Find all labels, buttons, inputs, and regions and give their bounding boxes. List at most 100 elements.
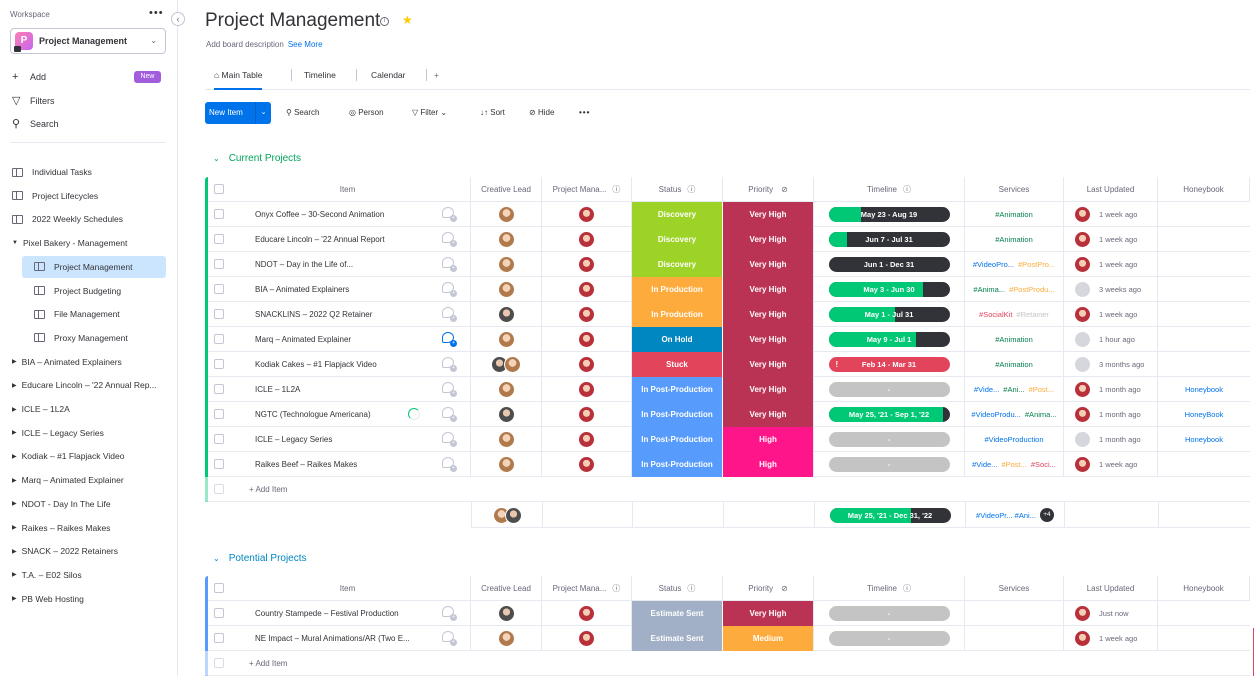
- creative-lead-cell[interactable]: [471, 252, 542, 277]
- services-cell[interactable]: #Animation: [965, 227, 1064, 252]
- last-updated-cell[interactable]: 1 month ago: [1064, 377, 1158, 402]
- timeline-cell[interactable]: May 1 - Jul 31: [814, 302, 965, 327]
- service-tag[interactable]: #VideoProduction: [984, 435, 1044, 444]
- person-filter-button[interactable]: ◎ Person: [349, 108, 384, 117]
- column-header[interactable]: Creative Lead: [471, 576, 542, 601]
- table-row[interactable]: Marq – Animated Explainer + On Hold Very Hi…: [205, 327, 1250, 352]
- project-manager-cell[interactable]: [542, 377, 632, 402]
- project-manager-cell[interactable]: [542, 452, 632, 477]
- table-row[interactable]: Educare Lincoln – '22 Annual Report + Disc…: [205, 227, 1250, 252]
- avatar[interactable]: [497, 256, 515, 273]
- honeybook-link[interactable]: Honeybook: [1185, 435, 1223, 444]
- avatar[interactable]: [497, 605, 515, 622]
- sidebar-item[interactable]: ▶ Marq – Animated Explainer: [12, 469, 166, 491]
- avatar[interactable]: [497, 456, 515, 473]
- avatar[interactable]: [497, 231, 515, 248]
- updates-icon[interactable]: +: [442, 631, 457, 646]
- info-icon[interactable]: i: [380, 17, 389, 26]
- project-manager-cell[interactable]: [542, 402, 632, 427]
- status-cell[interactable]: In Post-Production: [632, 377, 723, 402]
- timeline-cell[interactable]: May 23 - Aug 19: [814, 202, 965, 227]
- sidebar-item[interactable]: File Management: [22, 303, 166, 325]
- timeline-bar[interactable]: May 1 - Jul 31: [828, 307, 950, 322]
- info-icon[interactable]: ⓘ: [687, 185, 696, 194]
- project-manager-cell[interactable]: [542, 427, 632, 452]
- updates-icon[interactable]: +: [442, 207, 457, 222]
- creative-lead-cell[interactable]: [471, 601, 542, 626]
- timeline-cell[interactable]: -: [814, 601, 965, 626]
- honeybook-cell[interactable]: HoneyBook: [1158, 402, 1250, 427]
- last-updated-cell[interactable]: 1 week ago: [1064, 252, 1158, 277]
- status-cell[interactable]: In Post-Production: [632, 427, 723, 452]
- service-tag[interactable]: #Animation: [995, 335, 1033, 344]
- item-name[interactable]: NDOT – Day in the Life of...: [255, 260, 354, 269]
- sidebar-item[interactable]: ▶ NDOT - Day In The Life: [12, 493, 166, 515]
- avatar[interactable]: [497, 431, 515, 448]
- sidebar-item[interactable]: Project Management: [22, 255, 166, 278]
- add-item-row[interactable]: + Add Item: [205, 651, 1250, 676]
- column-header[interactable]: Creative Lead: [471, 177, 542, 202]
- sidebar-item[interactable]: 2022 Weekly Schedules: [12, 208, 166, 230]
- service-tag[interactable]: #Retainer: [1016, 310, 1049, 319]
- add-button[interactable]: + Add: [12, 71, 46, 83]
- sidebar-item[interactable]: ▼ Pixel Bakery - Management: [12, 232, 166, 254]
- last-updated-cell[interactable]: 1 week ago: [1064, 227, 1158, 252]
- add-item-label[interactable]: + Add Item: [249, 485, 288, 494]
- sidebar-item[interactable]: ▶ BIA – Animated Explainers: [12, 351, 166, 373]
- column-header[interactable]: Status ⓘ: [632, 576, 723, 601]
- item-name[interactable]: BIA – Animated Explainers: [255, 285, 350, 294]
- column-header[interactable]: Services: [965, 576, 1064, 601]
- timeline-cell[interactable]: May 3 - Jun 30: [814, 277, 965, 302]
- timeline-bar[interactable]: -: [828, 382, 950, 397]
- updates-icon[interactable]: +: [442, 332, 457, 347]
- services-cell[interactable]: #Animation: [965, 202, 1064, 227]
- status-cell[interactable]: In Post-Production: [632, 452, 723, 477]
- honeybook-cell[interactable]: [1158, 252, 1250, 277]
- row-checkbox[interactable]: [214, 259, 224, 269]
- honeybook-cell[interactable]: Honeybook: [1158, 427, 1250, 452]
- avatar[interactable]: [578, 605, 595, 622]
- item-name[interactable]: NGTC (Technologue Americana): [255, 410, 371, 419]
- avatar[interactable]: [578, 306, 595, 323]
- item-name[interactable]: Educare Lincoln – '22 Annual Report: [255, 235, 385, 244]
- add-view-button[interactable]: +: [434, 70, 439, 80]
- updates-icon[interactable]: +: [442, 257, 457, 272]
- tab-calendar[interactable]: Calendar: [371, 70, 406, 80]
- add-item-row[interactable]: + Add Item: [205, 477, 1250, 502]
- avatar[interactable]: [578, 630, 595, 647]
- sidebar-item[interactable]: ▶ PB Web Hosting: [12, 588, 166, 610]
- creative-lead-cell[interactable]: [471, 626, 542, 651]
- avatar[interactable]: [578, 381, 595, 398]
- workspace-selector[interactable]: P Project Management ⌄: [10, 28, 166, 54]
- services-cell[interactable]: #Vide... #Post... #Soci...: [965, 452, 1064, 477]
- select-all-checkbox[interactable]: [214, 184, 224, 194]
- table-row[interactable]: NE Impact – Mural Animations/AR (Two E..…: [205, 626, 1250, 651]
- services-cell[interactable]: #VideoPro... #PostPro...: [965, 252, 1064, 277]
- service-tag[interactable]: #Animation: [995, 210, 1033, 219]
- tab-main-table[interactable]: ⌂ Main Table: [214, 70, 263, 90]
- service-tag[interactable]: #SocialKit: [979, 310, 1013, 319]
- service-tag[interactable]: #Vide...: [973, 385, 1000, 394]
- honeybook-cell[interactable]: [1158, 601, 1250, 626]
- see-more-link[interactable]: See More: [287, 40, 323, 49]
- timeline-bar[interactable]: Jun 7 - Jul 31: [828, 232, 950, 247]
- column-header[interactable]: Honeybook: [1158, 177, 1250, 202]
- column-header[interactable]: Timeline ⓘ: [814, 177, 965, 202]
- column-header[interactable]: Priority ⊘: [723, 576, 814, 601]
- filter-button[interactable]: ▽ Filter ⌄: [412, 108, 447, 117]
- chevron-down-icon[interactable]: ⌄: [213, 554, 220, 563]
- timeline-bar[interactable]: May 9 - Jul 1: [828, 332, 950, 347]
- table-row[interactable]: BIA – Animated Explainers + In Production V…: [205, 277, 1250, 302]
- column-header[interactable]: Status ⓘ: [632, 177, 723, 202]
- services-cell[interactable]: #VideoProdu... #Anima...: [965, 402, 1064, 427]
- more-count-badge[interactable]: +4: [1039, 508, 1054, 522]
- last-updated-cell[interactable]: 3 weeks ago: [1064, 277, 1158, 302]
- updates-icon[interactable]: +: [442, 382, 457, 397]
- table-row[interactable]: ICLE – Legacy Series + In Post-Production H…: [205, 427, 1250, 452]
- honeybook-cell[interactable]: [1158, 227, 1250, 252]
- status-cell[interactable]: In Production: [632, 277, 723, 302]
- add-item-label[interactable]: + Add Item: [249, 659, 288, 668]
- service-tag[interactable]: #Anima...: [973, 285, 1006, 294]
- services-cell[interactable]: [965, 601, 1064, 626]
- priority-cell[interactable]: Very High: [723, 277, 814, 302]
